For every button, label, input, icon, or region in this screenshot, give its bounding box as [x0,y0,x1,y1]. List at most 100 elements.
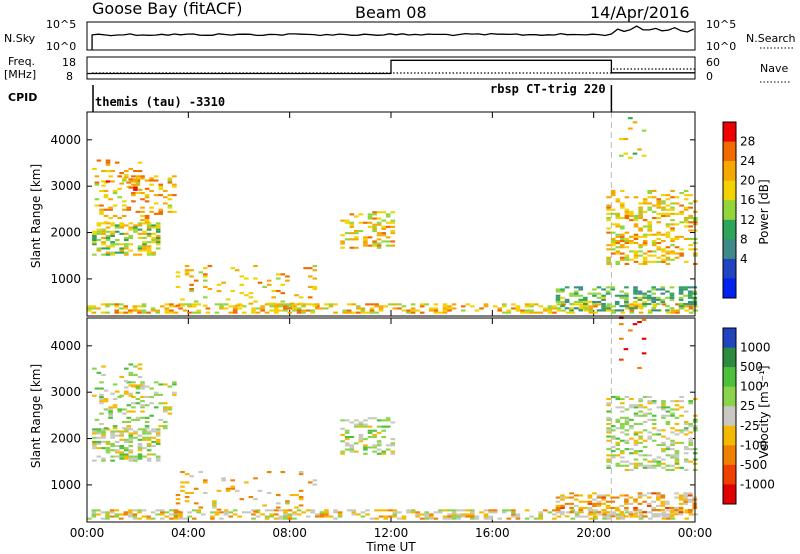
data-cell [606,466,611,469]
data-cell [390,421,396,424]
data-cell [646,502,652,505]
data-cell [592,513,597,516]
data-cell [94,204,100,207]
data-cell [153,381,159,384]
data-cell [354,419,359,422]
data-cell [333,303,338,306]
data-cell [605,504,611,507]
data-cell [669,294,675,297]
data-cell [149,179,154,182]
data-cell [641,154,647,157]
data-cell [178,515,183,518]
data-cell [647,412,652,415]
data-cell [614,515,620,518]
data-cell [87,309,92,312]
data-cell [651,492,656,495]
nsky-panel [86,21,696,51]
data-cell [340,234,345,237]
data-cell [381,232,386,235]
data-cell [543,309,548,312]
data-cell [670,517,676,520]
data-cell [633,252,639,255]
data-cell [665,235,671,238]
data-cell [390,442,396,445]
data-cell [419,517,425,520]
data-cell [670,427,675,430]
data-cell [223,511,229,514]
data-cell [642,511,647,514]
data-cell [163,406,168,409]
data-cell [642,219,648,222]
data-cell [624,420,630,423]
data-cell [656,509,661,512]
data-cell [269,509,274,512]
data-cell [638,208,643,211]
data-cell [406,309,411,312]
data-cell [429,513,434,516]
data-cell [363,242,368,245]
data-cell [137,367,143,370]
data-cell [651,506,656,509]
data-cell [555,504,561,507]
data-cell [666,509,671,512]
data-cell [137,384,143,387]
data-cell [119,457,124,460]
data-cell [146,453,152,456]
data-cell [620,311,626,314]
data-cell [601,307,606,310]
data-cell [506,517,512,520]
colorbar-tick-label: -1000 [740,477,775,491]
data-cell [114,239,120,242]
data-cell [565,511,571,514]
data-cell [114,509,119,512]
data-cell [122,208,127,211]
data-cell [442,311,448,314]
data-cell [447,305,452,308]
data-cell [410,309,416,312]
data-cell [656,309,661,312]
data-cell [656,504,661,507]
data-cell [661,303,667,306]
data-cell [126,208,132,211]
data-cell [264,517,270,520]
data-cell [615,462,621,465]
data-cell [642,262,648,265]
data-cell [119,251,124,254]
data-cell [363,221,368,224]
data-cell [253,510,258,513]
data-cell [665,214,671,217]
data-cell [105,517,110,520]
data-cell [137,438,143,441]
data-cell [367,225,373,228]
data-cell [175,498,181,501]
data-cell [253,498,258,501]
data-cell [124,440,129,443]
data-cell [670,311,676,314]
data-cell [647,400,652,403]
data-cell [665,233,671,236]
data-cell [180,304,185,307]
data-cell [140,406,145,409]
data-cell [239,275,245,278]
data-cell [142,230,147,233]
data-cell [642,292,647,295]
data-cell [638,511,644,514]
data-cell [602,515,607,518]
data-cell [670,223,675,226]
data-cell [283,513,288,516]
data-cell [189,290,194,293]
data-cell [101,228,106,231]
data-cell [419,513,425,516]
data-cell [556,515,562,518]
data-cell [169,517,174,520]
data-cell [474,517,480,520]
data-cell [133,230,138,233]
data-cell [665,420,671,423]
data-cell [624,468,630,471]
data-cell [615,242,621,245]
data-cell [146,234,152,237]
data-cell [155,224,161,227]
data-cell [163,189,168,192]
data-cell [601,509,606,512]
data-cell [216,489,222,492]
